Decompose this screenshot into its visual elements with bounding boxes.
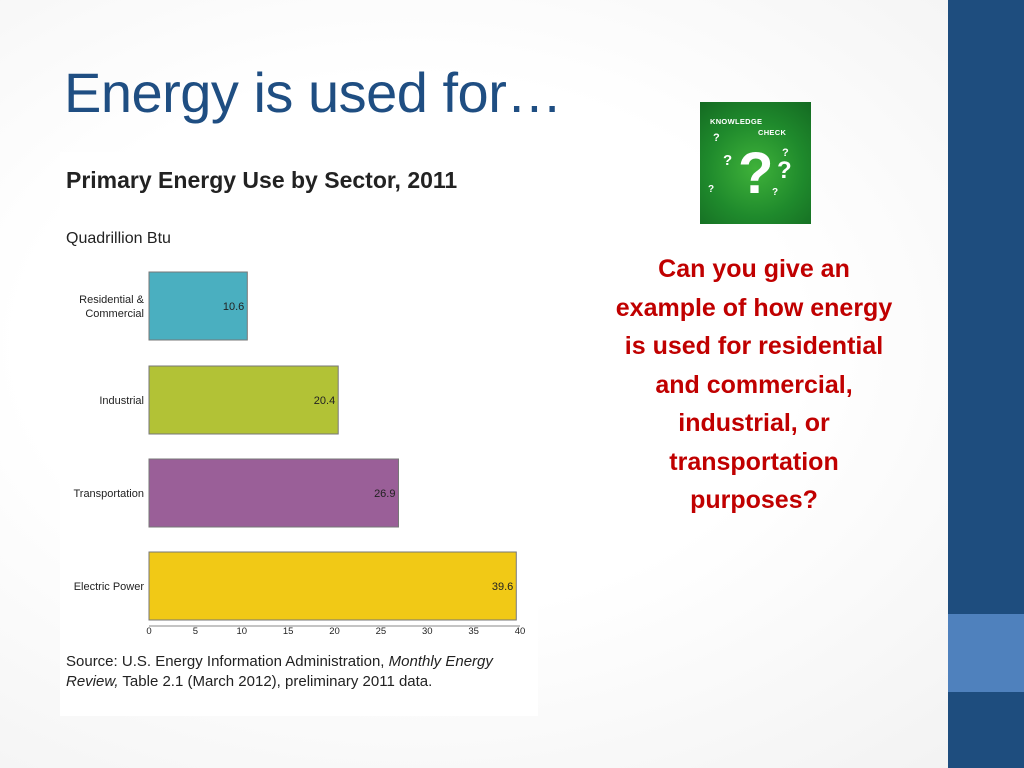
bar-1 <box>148 271 248 341</box>
check-label: CHECK <box>758 128 787 137</box>
question-mark-bottom-left-icon: ? <box>708 184 715 195</box>
chart-unit-label: Quadrillion Btu <box>66 230 171 247</box>
bar-2 <box>148 365 339 435</box>
knowledge-check-icon: KNOWLEDGE CHECK ? ? ? ? ? ? ? <box>700 102 811 224</box>
question-mark-right-icon: ? <box>777 157 792 184</box>
question-mark-tiny-icon: ? <box>713 132 720 144</box>
x-tick-label-15: 15 <box>283 626 294 637</box>
question-mark-left-icon: ? <box>723 152 733 169</box>
x-tick-label-30: 30 <box>422 626 433 637</box>
bar-value-label-3: 26.9 <box>374 488 395 500</box>
category-label-1-line-1: Residential & <box>79 294 144 306</box>
bar-value-label-1: 10.6 <box>223 301 244 313</box>
bar-value-label-2: 20.4 <box>314 395 335 407</box>
question-mark-small-icon: ? <box>782 147 789 159</box>
category-label-4: Electric Power <box>74 581 145 593</box>
x-tick-label-10: 10 <box>236 626 247 637</box>
category-label-3: Transportation <box>73 488 144 500</box>
category-label-2: Industrial <box>99 395 144 407</box>
x-tick-label-35: 35 <box>468 626 479 637</box>
bar-3 <box>148 458 399 528</box>
x-tick-label-40: 40 <box>515 626 526 637</box>
chart-title: Primary Energy Use by Sector, 2011 <box>66 167 458 193</box>
decorative-sidebar <box>948 0 1024 768</box>
bar-4 <box>148 551 517 621</box>
knowledge-check-question: Can you give an example of how energy is… <box>615 255 893 514</box>
source-suffix: Table 2.1 (March 2012), preliminary 2011… <box>118 673 433 690</box>
bar-chart: 10.6 Residential & Commercial 20.4 Industria… <box>73 271 526 637</box>
bar-value-label-4: 39.6 <box>492 581 513 593</box>
slide-title: Energy is used for… <box>64 61 562 124</box>
chart-source-note: Source: U.S. Energy Information Administ… <box>66 652 506 692</box>
x-tick-label-20: 20 <box>329 626 340 637</box>
source-publication: Monthly Energy Review, <box>66 653 493 690</box>
x-tick-label-0: 0 <box>146 626 151 637</box>
question-mark-bottom-icon: ? <box>772 187 779 198</box>
sidebar-accent-block <box>948 614 1024 692</box>
source-prefix: Source: U.S. Energy Information Administ… <box>66 653 389 670</box>
knowledge-label: KNOWLEDGE <box>710 117 763 126</box>
question-mark-large-icon: ? <box>738 141 774 206</box>
category-label-1-line-2: Commercial <box>85 308 144 320</box>
x-tick-label-25: 25 <box>376 626 387 637</box>
chart-panel: Primary Energy Use by Sector, 2011 Quadr… <box>60 152 538 716</box>
x-tick-label-5: 5 <box>193 626 198 637</box>
